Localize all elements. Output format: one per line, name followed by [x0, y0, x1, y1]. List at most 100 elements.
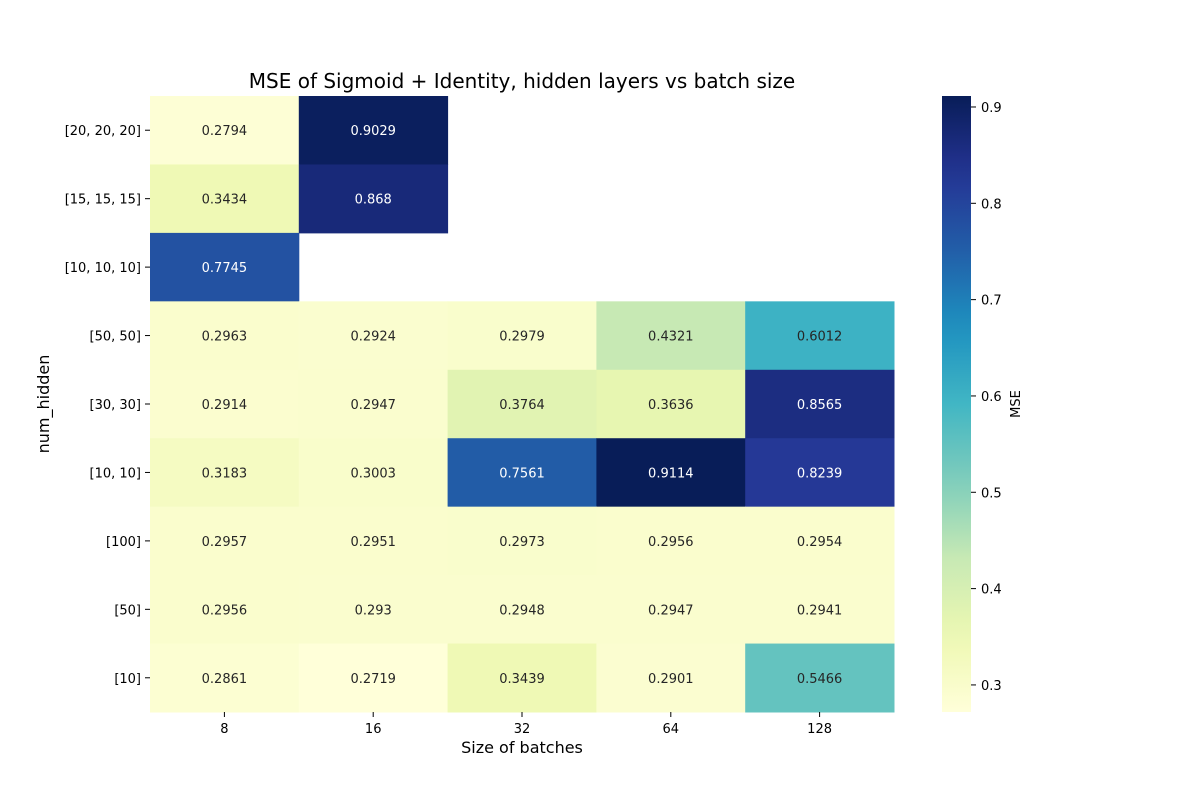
heatmap-cell [298, 643, 449, 713]
cell-value-label: 0.868 [355, 193, 392, 208]
x-tick-label: 16 [365, 722, 382, 737]
x-tick-label: 32 [514, 722, 531, 737]
cell-value-label: 0.8239 [797, 466, 843, 481]
heatmap-cell [150, 369, 300, 439]
heatmap-cell [150, 96, 300, 165]
x-tick-label: 8 [220, 722, 228, 737]
y-axis-ticks: [20, 20, 20] [15, 15, 15] [10, 10, 10] [50,… [65, 124, 150, 687]
y-tick-label: [15, 15, 15] [65, 193, 141, 208]
heatmap-cell [150, 506, 300, 576]
colorbar-tick-label: 0.9 [981, 101, 1002, 116]
heatmap-cell [150, 575, 300, 645]
heatmap-cell [447, 438, 597, 508]
heatmap-cell [298, 164, 449, 234]
x-axis-ticks: 8 16 32 64 128 [220, 712, 832, 737]
cell-value-label: 0.3434 [202, 193, 248, 208]
cell-value-label: 0.2947 [350, 398, 396, 413]
heatmap-cell [150, 301, 300, 371]
y-tick-label: [50] [114, 603, 141, 618]
cell-value-label: 0.2956 [648, 535, 694, 550]
colorbar: 0.3 0.4 0.5 0.6 0.7 0.8 0.9 MSE [942, 96, 1024, 712]
cell-value-label: 0.2963 [202, 330, 248, 345]
cell-value-label: 0.9029 [350, 124, 396, 139]
heatmap-cell [745, 438, 895, 508]
y-tick-label: [50, 50] [90, 330, 142, 345]
cell-value-label: 0.3764 [499, 398, 545, 413]
y-tick-label: [10] [114, 672, 141, 687]
heatmap-cell [745, 301, 895, 371]
heatmap-cell-labels: 0.2794 0.9029 0.3434 0.868 0.7745 0.2963 0.292… [202, 124, 843, 687]
y-tick-label: [20, 20, 20] [65, 124, 141, 139]
heatmap-cell [447, 643, 597, 713]
heatmap-cell [298, 438, 449, 508]
heatmap-cell [150, 164, 300, 234]
heatmap-cell [596, 369, 746, 439]
cell-value-label: 0.2941 [797, 603, 843, 618]
cell-value-label: 0.2914 [202, 398, 248, 413]
heatmap-cell [298, 96, 449, 165]
heatmap-cells [150, 96, 895, 713]
y-axis-label: num_hidden [34, 355, 54, 454]
cell-value-label: 0.2973 [499, 535, 545, 550]
heatmap-cell [150, 232, 300, 302]
cell-value-label: 0.3183 [202, 466, 248, 481]
cell-value-label: 0.5466 [797, 672, 843, 687]
cell-value-label: 0.8565 [797, 398, 843, 413]
heatmap-cell [596, 301, 746, 371]
colorbar-tick-label: 0.7 [981, 294, 1002, 309]
cell-value-label: 0.2794 [202, 124, 248, 139]
heatmap-cell [150, 438, 300, 508]
heatmap-cell [596, 506, 746, 576]
cell-value-label: 0.2957 [202, 535, 248, 550]
colorbar-tick-label: 0.4 [981, 583, 1002, 598]
heatmap-cell [745, 369, 895, 439]
colorbar-ticks: 0.3 0.4 0.5 0.6 0.7 0.8 0.9 [971, 101, 1002, 694]
heatmap-cell [150, 643, 300, 713]
y-tick-label: [30, 30] [90, 398, 142, 413]
y-tick-label: [10, 10, 10] [65, 261, 141, 276]
cell-value-label: 0.2956 [202, 603, 248, 618]
heatmap-cell [298, 575, 449, 645]
cell-value-label: 0.2951 [350, 535, 396, 550]
cell-value-label: 0.2901 [648, 672, 694, 687]
heatmap-cell [596, 643, 746, 713]
cell-value-label: 0.2947 [648, 603, 694, 618]
heatmap-cell [447, 369, 597, 439]
colorbar-gradient [942, 96, 971, 712]
y-tick-label: [100] [106, 535, 141, 550]
cell-value-label: 0.3636 [648, 398, 694, 413]
cell-value-label: 0.9114 [648, 466, 694, 481]
heatmap-cell [298, 301, 449, 371]
x-tick-label: 128 [807, 722, 832, 737]
cell-value-label: 0.2954 [797, 535, 843, 550]
heatmap-cell [447, 506, 597, 576]
heatmap-cell [596, 575, 746, 645]
cell-value-label: 0.3439 [499, 672, 545, 687]
cell-value-label: 0.4321 [648, 330, 694, 345]
x-tick-label: 64 [663, 722, 680, 737]
colorbar-tick-label: 0.5 [981, 486, 1002, 501]
heatmap-cell [745, 506, 895, 576]
cell-value-label: 0.2948 [499, 603, 545, 618]
heatmap-cell [745, 575, 895, 645]
heatmap-cell [447, 301, 597, 371]
cell-value-label: 0.7745 [202, 261, 248, 276]
y-tick-label: [10, 10] [90, 466, 142, 481]
cell-value-label: 0.293 [355, 603, 392, 618]
heatmap-cell [447, 575, 597, 645]
cell-value-label: 0.3003 [350, 466, 396, 481]
chart-title: MSE of Sigmoid + Identity, hidden layers… [249, 69, 795, 93]
heatmap-cell [596, 438, 746, 508]
colorbar-tick-label: 0.8 [981, 197, 1002, 212]
colorbar-tick-label: 0.3 [981, 679, 1002, 694]
colorbar-tick-label: 0.6 [981, 390, 1002, 405]
cell-value-label: 0.2861 [202, 672, 248, 687]
heatmap-cell [298, 369, 449, 439]
heatmap-cell [298, 506, 449, 576]
cell-value-label: 0.2924 [350, 330, 396, 345]
cell-value-label: 0.2979 [499, 330, 545, 345]
colorbar-label: MSE [1009, 390, 1024, 418]
cell-value-label: 0.6012 [797, 330, 843, 345]
cell-value-label: 0.2719 [350, 672, 396, 687]
